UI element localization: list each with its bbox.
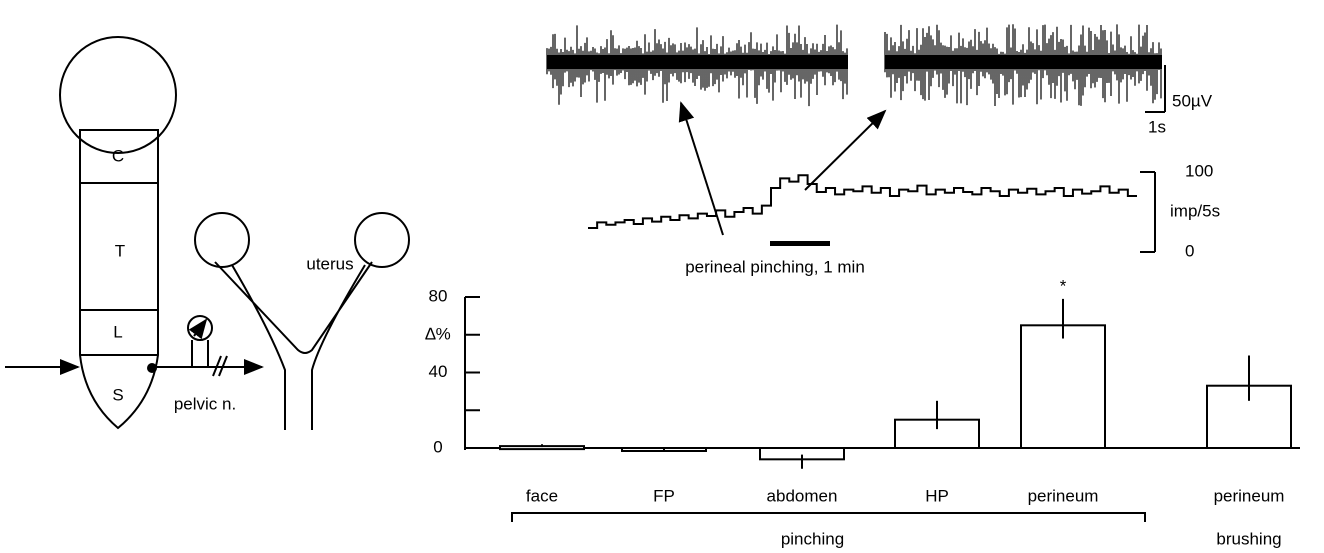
group-label: pinching <box>781 529 844 548</box>
spike-trace <box>546 24 848 107</box>
spike-trace <box>884 24 1162 106</box>
spinal-cord-diagram: C T L S pelvic n. uterus <box>5 36 410 430</box>
segment-label: T <box>115 241 125 260</box>
rate-trace <box>588 174 1137 229</box>
group-bracket <box>511 512 1146 522</box>
x-tick-label: face <box>526 486 558 505</box>
y-tick-label: 40 <box>429 362 448 381</box>
stimulus-bar <box>770 241 830 246</box>
x-tick-label: HP <box>925 486 949 505</box>
rate-tick-label: 100 <box>1185 161 1213 180</box>
nerve-label: pelvic n. <box>174 394 236 413</box>
group-label: brushing <box>1216 529 1281 548</box>
rate-tick-label: 0 <box>1185 241 1194 260</box>
time-scale: 1s <box>1148 117 1166 136</box>
annotation: * <box>1060 276 1067 295</box>
x-tick-label: abdomen <box>767 486 838 505</box>
voltage-scale: 50µV <box>1172 91 1213 110</box>
segment-label: C <box>112 146 124 165</box>
segment-label: S <box>112 385 123 404</box>
organ-label: uterus <box>306 254 353 273</box>
stimulus-label: perineal pinching, 1 min <box>685 257 865 276</box>
bar-chart: ∆% 0 40 80 face FP abdomen HP perineum perineum *… <box>425 276 1300 548</box>
segment-label: L <box>113 322 122 341</box>
x-tick-label: perineum <box>1028 486 1099 505</box>
recording: 50µV 1s imp/5s perineal pinching, 1 min … <box>546 24 1220 276</box>
x-tick-label: FP <box>653 486 675 505</box>
x-tick-label: perineum <box>1214 486 1285 505</box>
rate-unit: imp/5s <box>1170 201 1220 220</box>
y-label: ∆% <box>425 324 451 343</box>
y-tick-label: 80 <box>429 286 448 305</box>
bar <box>1020 324 1106 449</box>
y-tick-label: 0 <box>433 437 442 456</box>
